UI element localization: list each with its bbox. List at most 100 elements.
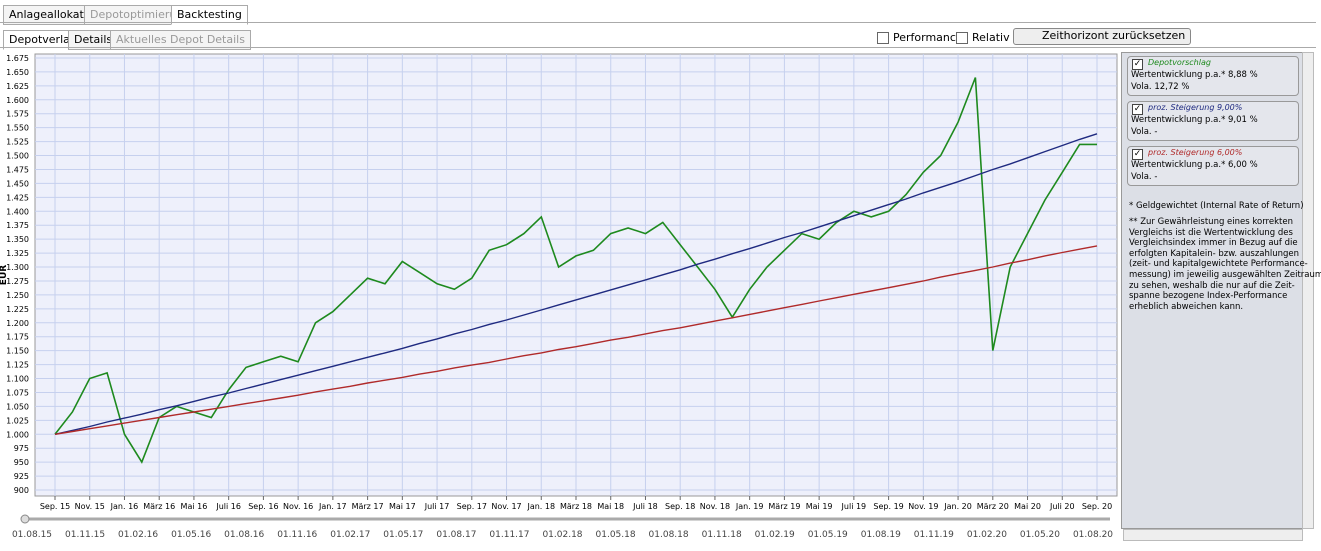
- legend-entry: ✓ Depotvorschlag Wertentwicklung p.a.* 8,8…: [1127, 56, 1299, 96]
- legend-entry: ✓ proz. Steigerung 9,00% Wertentwicklung p…: [1127, 101, 1299, 141]
- timeline-label: 01.11.16: [277, 530, 317, 540]
- y-tick-label: 1.675: [6, 54, 29, 63]
- y-tick-label: 950: [14, 458, 29, 467]
- checkbox[interactable]: [877, 32, 889, 44]
- y-tick-label: 1.075: [6, 388, 29, 397]
- y-tick-label: 1.550: [6, 124, 29, 133]
- y-axis-label: EUR: [0, 265, 9, 285]
- y-tick-label: 1.525: [6, 138, 29, 147]
- y-tick-label: 1.600: [6, 96, 29, 105]
- timeline-label: 01.02.16: [118, 530, 158, 540]
- timeline-label: 01.05.18: [596, 530, 636, 540]
- footnote-line: (zeit- und kapitalgewichtete Performance…: [1129, 259, 1308, 270]
- y-tick-label: 1.450: [6, 179, 29, 188]
- legend-stat: Vola. 12,72 %: [1131, 82, 1190, 92]
- timeline-label: 01.05.17: [383, 530, 423, 540]
- x-tick-label: Nov. 17: [491, 502, 521, 511]
- x-tick-label: Mai 16: [181, 502, 208, 511]
- legend-stat: Wertentwicklung p.a.* 6,00 %: [1131, 160, 1258, 170]
- x-tick-label: Jan. 20: [943, 502, 972, 511]
- footnote-line: erheblich abweichen kann.: [1129, 301, 1244, 312]
- y-tick-label: 1.375: [6, 221, 29, 230]
- x-tick-label: Sep. 18: [665, 502, 695, 511]
- y-tick-label: 1.625: [6, 82, 29, 91]
- y-tick-label: 1.575: [6, 110, 29, 119]
- x-tick-label: Jan. 19: [735, 502, 764, 511]
- reset-button[interactable]: Zeithorizont zurücksetzen: [1013, 28, 1191, 45]
- timeline-label: 01.05.19: [808, 530, 848, 540]
- y-tick-label: 1.175: [6, 333, 29, 342]
- x-tick-label: Juli 18: [632, 502, 658, 511]
- y-tick-label: 1.400: [6, 207, 29, 216]
- subtab[interactable]: Aktuelles Depot Details: [110, 30, 251, 50]
- x-tick-label: Mai 18: [597, 502, 624, 511]
- timeline-label: 01.02.18: [542, 530, 582, 540]
- footnote-line: ** Zur Gewährleistung eines korrekten: [1129, 217, 1293, 227]
- y-tick-label: 1.250: [6, 291, 29, 300]
- legend-stat: Vola. -: [1131, 127, 1158, 137]
- series-line: [54, 133, 1098, 435]
- legend-checkbox[interactable]: ✓: [1132, 59, 1143, 70]
- y-tick-label: 1.275: [6, 277, 29, 286]
- divider: [0, 22, 1316, 23]
- footnote-line: spanne bezogene Index-Performance: [1129, 291, 1288, 302]
- timeline-label: 01.11.19: [914, 530, 954, 540]
- timeline-label: 01.11.15: [65, 530, 105, 540]
- x-tick-label: Juli 17: [424, 502, 450, 511]
- legend-checkbox[interactable]: ✓: [1132, 149, 1143, 160]
- x-tick-label: Mai 19: [806, 502, 833, 511]
- footnote-line: Vergleichsindex immer in Bezug auf die: [1129, 238, 1298, 249]
- subtab[interactable]: Depotverlauf: [3, 30, 87, 50]
- legend-checkbox[interactable]: ✓: [1132, 104, 1143, 115]
- timeline-label: 01.08.20: [1073, 530, 1113, 540]
- footnote-line: Vergleichs ist die Wertentwicklung des: [1129, 227, 1293, 238]
- x-tick-label: März 19: [768, 502, 800, 511]
- x-tick-label: Mai 20: [1014, 502, 1041, 511]
- checkbox[interactable]: [956, 32, 968, 44]
- legend-series-name: proz. Steigerung 9,00%: [1148, 103, 1243, 112]
- button-label: Zeithorizont zurücksetzen: [1042, 29, 1186, 42]
- footnote-line: zu sehen, weshalb die nur auf die Zeit-: [1129, 280, 1295, 291]
- tab[interactable]: Depotoptimierung: [84, 5, 197, 25]
- slider-handle[interactable]: [20, 514, 30, 524]
- x-tick-label: Sep. 20: [1082, 502, 1112, 511]
- y-tick-label: 900: [14, 486, 29, 495]
- subtab[interactable]: Details: [68, 30, 119, 50]
- legend-stat: Wertentwicklung p.a.* 9,01 %: [1131, 115, 1258, 125]
- y-tick-label: 1.100: [6, 375, 29, 384]
- x-tick-label: Jan. 16: [110, 502, 139, 511]
- divider: [0, 47, 1316, 48]
- x-tick-label: Nov. 16: [283, 502, 313, 511]
- x-tick-label: Nov. 18: [700, 502, 730, 511]
- h-scrollbar[interactable]: [1123, 529, 1303, 541]
- timeline-label: 01.11.17: [489, 530, 529, 540]
- x-tick-label: März 20: [977, 502, 1009, 511]
- y-tick-label: 1.425: [6, 193, 29, 202]
- y-tick-label: 1.325: [6, 249, 29, 258]
- timeline-label: 01.11.18: [702, 530, 742, 540]
- scrollbar[interactable]: [1302, 52, 1314, 529]
- y-tick-label: 1.050: [6, 402, 29, 411]
- series-line: [54, 245, 1098, 435]
- x-tick-label: Sep. 19: [873, 502, 903, 511]
- timeline-label: 01.08.17: [436, 530, 476, 540]
- y-tick-label: 925: [14, 472, 29, 481]
- timeline-label: 01.05.20: [1020, 530, 1060, 540]
- legend-series-name: proz. Steigerung 6,00%: [1148, 148, 1243, 157]
- timeline-label: 01.02.19: [755, 530, 795, 540]
- y-tick-label: 1.000: [6, 430, 29, 439]
- tab[interactable]: Anlageallokation: [3, 5, 107, 25]
- y-tick-label: 1.650: [6, 68, 29, 77]
- legend-stat: Vola. -: [1131, 172, 1158, 182]
- series-line: [54, 77, 1097, 464]
- footnote-line: messung) im jeweilig ausgewählten Zeitra…: [1129, 269, 1321, 280]
- timeline-label: 01.05.16: [171, 530, 211, 540]
- timeline-label: 01.08.15: [12, 530, 52, 540]
- tab[interactable]: Backtesting: [171, 5, 248, 25]
- x-tick-label: Juli 19: [841, 502, 867, 511]
- x-tick-label: Mai 17: [389, 502, 416, 511]
- y-tick-label: 1.125: [6, 361, 29, 370]
- y-tick-label: 1.300: [6, 263, 29, 272]
